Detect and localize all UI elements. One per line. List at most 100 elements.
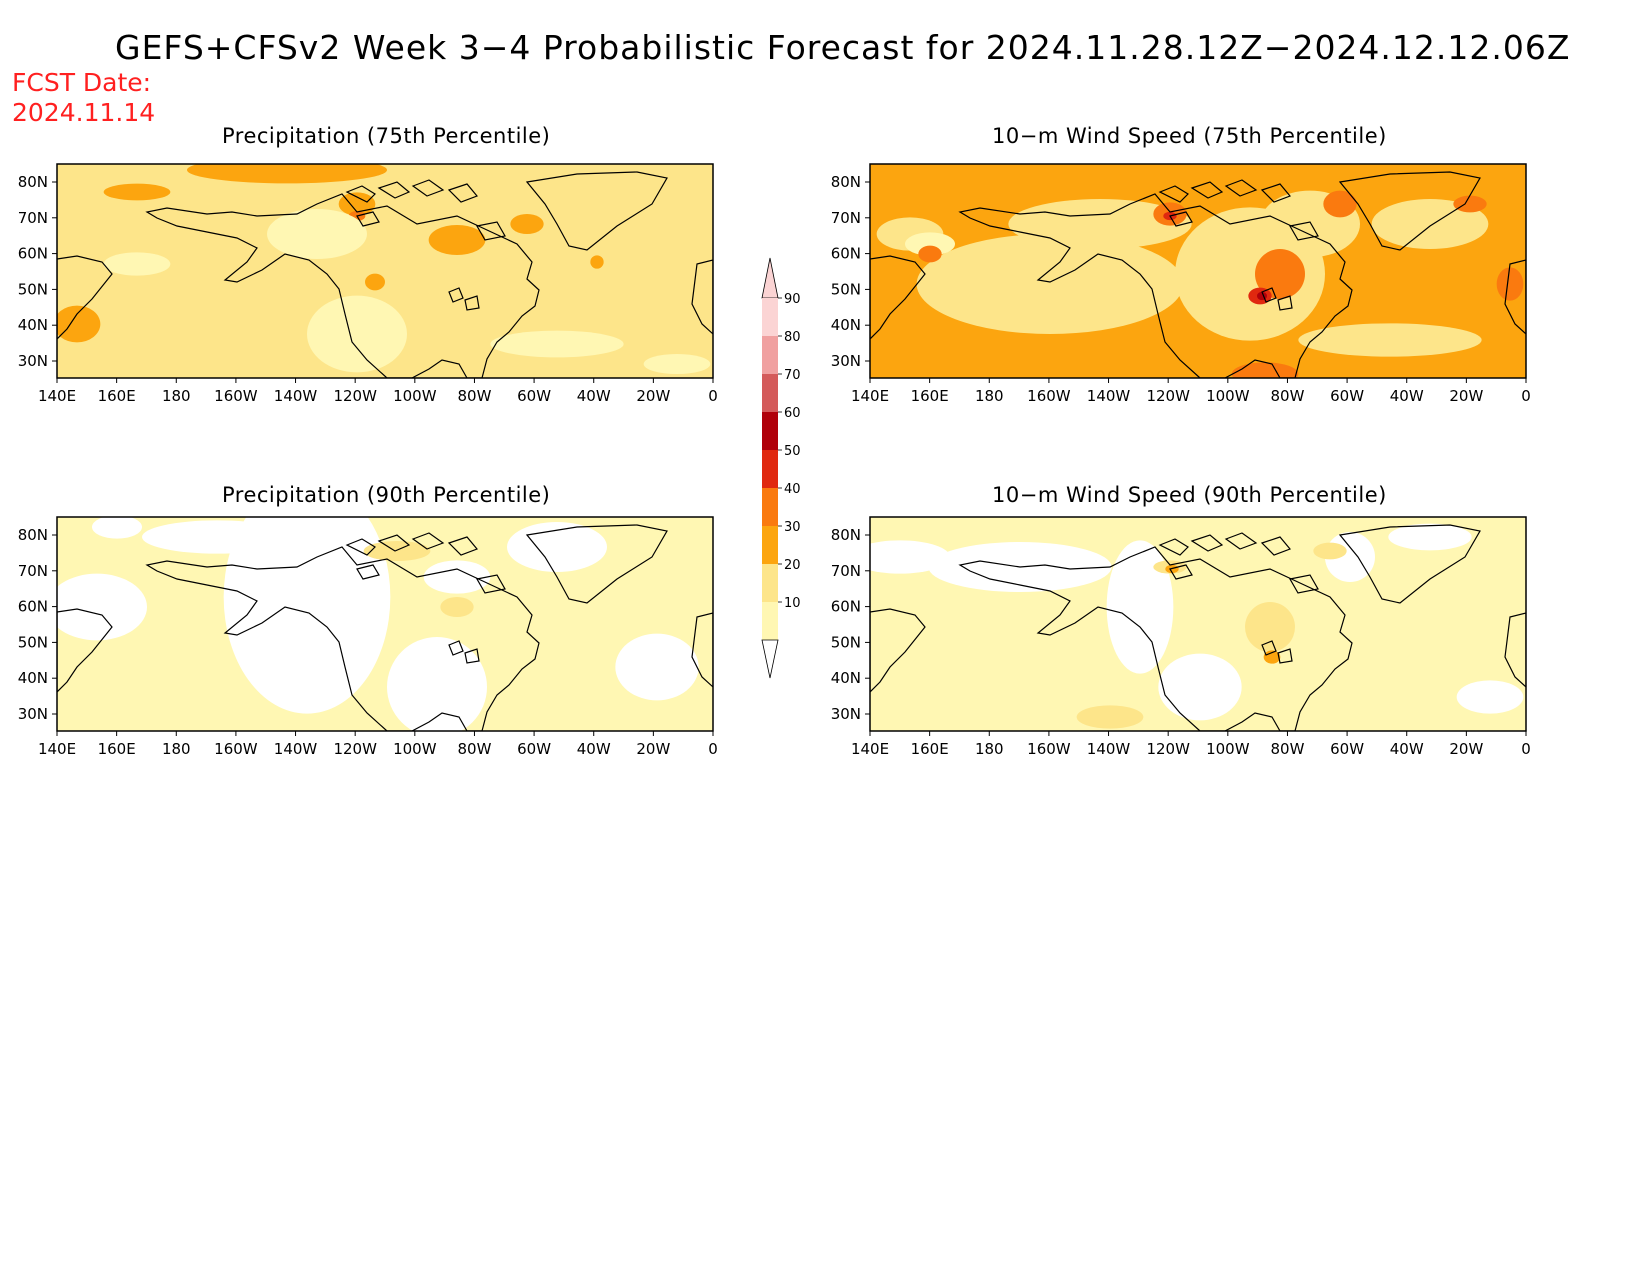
coastline: [1338, 171, 1481, 251]
coastline: [1190, 181, 1224, 199]
probability-contour-fill: [1453, 195, 1487, 213]
lon-label: 100W: [1206, 387, 1250, 405]
probability-contour-fill: [1456, 680, 1524, 714]
probability-contour-fill: [57, 573, 147, 641]
lon-label: 40W: [577, 387, 611, 405]
coastline: [377, 534, 411, 552]
lon-label: 60W: [1330, 740, 1364, 758]
probability-contour-fill: [307, 295, 407, 373]
colorbar-top-arrow: [761, 257, 779, 299]
coastline: [356, 211, 380, 227]
coastline: [356, 564, 380, 580]
probability-contour-fill: [643, 354, 711, 374]
probability-contour-fill: [1298, 323, 1482, 357]
colorbar-label: 20: [784, 558, 801, 573]
probability-contour-fill: [1313, 542, 1347, 560]
lon-label: 40W: [1390, 387, 1424, 405]
lon-label: 140W: [274, 740, 318, 758]
coastline: [447, 183, 479, 203]
lon-label: 160W: [1027, 387, 1071, 405]
coastline: [145, 546, 540, 731]
colorbar-label: 50: [784, 444, 801, 459]
coastline: [870, 608, 926, 693]
lon-label: 40W: [1390, 740, 1424, 758]
forecast-date: FCST Date: 2024.11.14: [12, 68, 155, 128]
colorbar-segment: [762, 602, 778, 640]
lon-label: 160W: [214, 387, 258, 405]
lat-label: 40N: [831, 316, 861, 334]
lon-label: 140E: [38, 387, 76, 405]
lon-label: 0: [708, 387, 718, 405]
lon-label: 160E: [911, 387, 949, 405]
coastline: [464, 648, 480, 664]
coastline: [1504, 612, 1526, 688]
probability-contour-fill: [1245, 602, 1295, 652]
probability-contour-fill: [1231, 362, 1299, 378]
lat-label: 50N: [18, 280, 48, 298]
probability-contour-fill: [1323, 190, 1357, 218]
colorbar-label: 30: [784, 520, 801, 535]
lon-label: 0: [1521, 740, 1531, 758]
probability-contour-fill: [92, 517, 142, 539]
lon-label: 20W: [636, 740, 670, 758]
lon-label: 60W: [517, 740, 551, 758]
lon-label: 40W: [577, 740, 611, 758]
coastline: [691, 259, 713, 335]
coastline: [1158, 185, 1189, 203]
probability-contour-fill: [142, 520, 292, 554]
coastline: [1260, 536, 1292, 556]
probability-contour-fill: [1496, 267, 1524, 301]
lon-label: 100W: [393, 387, 437, 405]
lat-label: 60N: [18, 245, 48, 263]
lat-label: 60N: [831, 245, 861, 263]
coastline: [464, 295, 480, 311]
probability-contour-fill: [57, 305, 101, 343]
colorbar-segment: [762, 488, 778, 526]
colorbar-label: 90: [784, 292, 801, 307]
lon-label: 120W: [333, 387, 377, 405]
lat-label: 60N: [18, 598, 48, 616]
lat-label: 50N: [18, 633, 48, 651]
lon-label: 120W: [1146, 387, 1190, 405]
lon-label: 180: [975, 740, 1004, 758]
probability-contour-fill: [1076, 705, 1144, 729]
coastline: [145, 193, 540, 378]
lat-label: 70N: [831, 562, 861, 580]
panel-title-precip-75: Precipitation (75th Percentile): [222, 124, 551, 148]
probability-contour-fill: [507, 522, 607, 572]
colorbar-label: 70: [784, 368, 801, 383]
map-frame: [56, 516, 714, 732]
panel-title-precip-90: Precipitation (90th Percentile): [222, 483, 551, 507]
lat-label: 30N: [831, 705, 861, 723]
coastline: [448, 287, 464, 303]
coastline: [448, 640, 464, 656]
colorbar-label: 10: [784, 596, 801, 611]
map-panel-precip-75: 80N 70N 60N 50N 40N 30N 140E 160E 180 160W 140W 120…: [18, 163, 718, 405]
probability-contour-fill: [1255, 249, 1305, 299]
colorbar-segment: [762, 526, 778, 564]
coastline: [1277, 295, 1293, 311]
panel-title-wind-75: 10−m Wind Speed (75th Percentile): [992, 124, 1387, 148]
coastline: [691, 612, 713, 688]
coastline: [1261, 640, 1277, 656]
coastline: [476, 221, 506, 241]
lat-label: 40N: [831, 669, 861, 687]
probability-contour-fill: [1371, 199, 1489, 249]
lon-label: 160W: [1027, 740, 1071, 758]
lat-label: 30N: [831, 352, 861, 370]
coastline: [958, 193, 1353, 378]
coastline: [1169, 564, 1193, 580]
probability-contour-fill: [187, 164, 387, 184]
coastline: [1224, 179, 1258, 197]
lat-label: 70N: [18, 562, 48, 580]
coastline: [57, 255, 113, 340]
lon-label: 0: [708, 740, 718, 758]
lon-label: 60W: [517, 387, 551, 405]
probability-contour-fill: [590, 255, 604, 269]
lat-label: 50N: [831, 280, 861, 298]
lat-label: 80N: [18, 526, 48, 544]
probability-contour-fill: [1158, 653, 1242, 721]
coastline: [525, 171, 668, 251]
coastline: [1260, 183, 1292, 203]
